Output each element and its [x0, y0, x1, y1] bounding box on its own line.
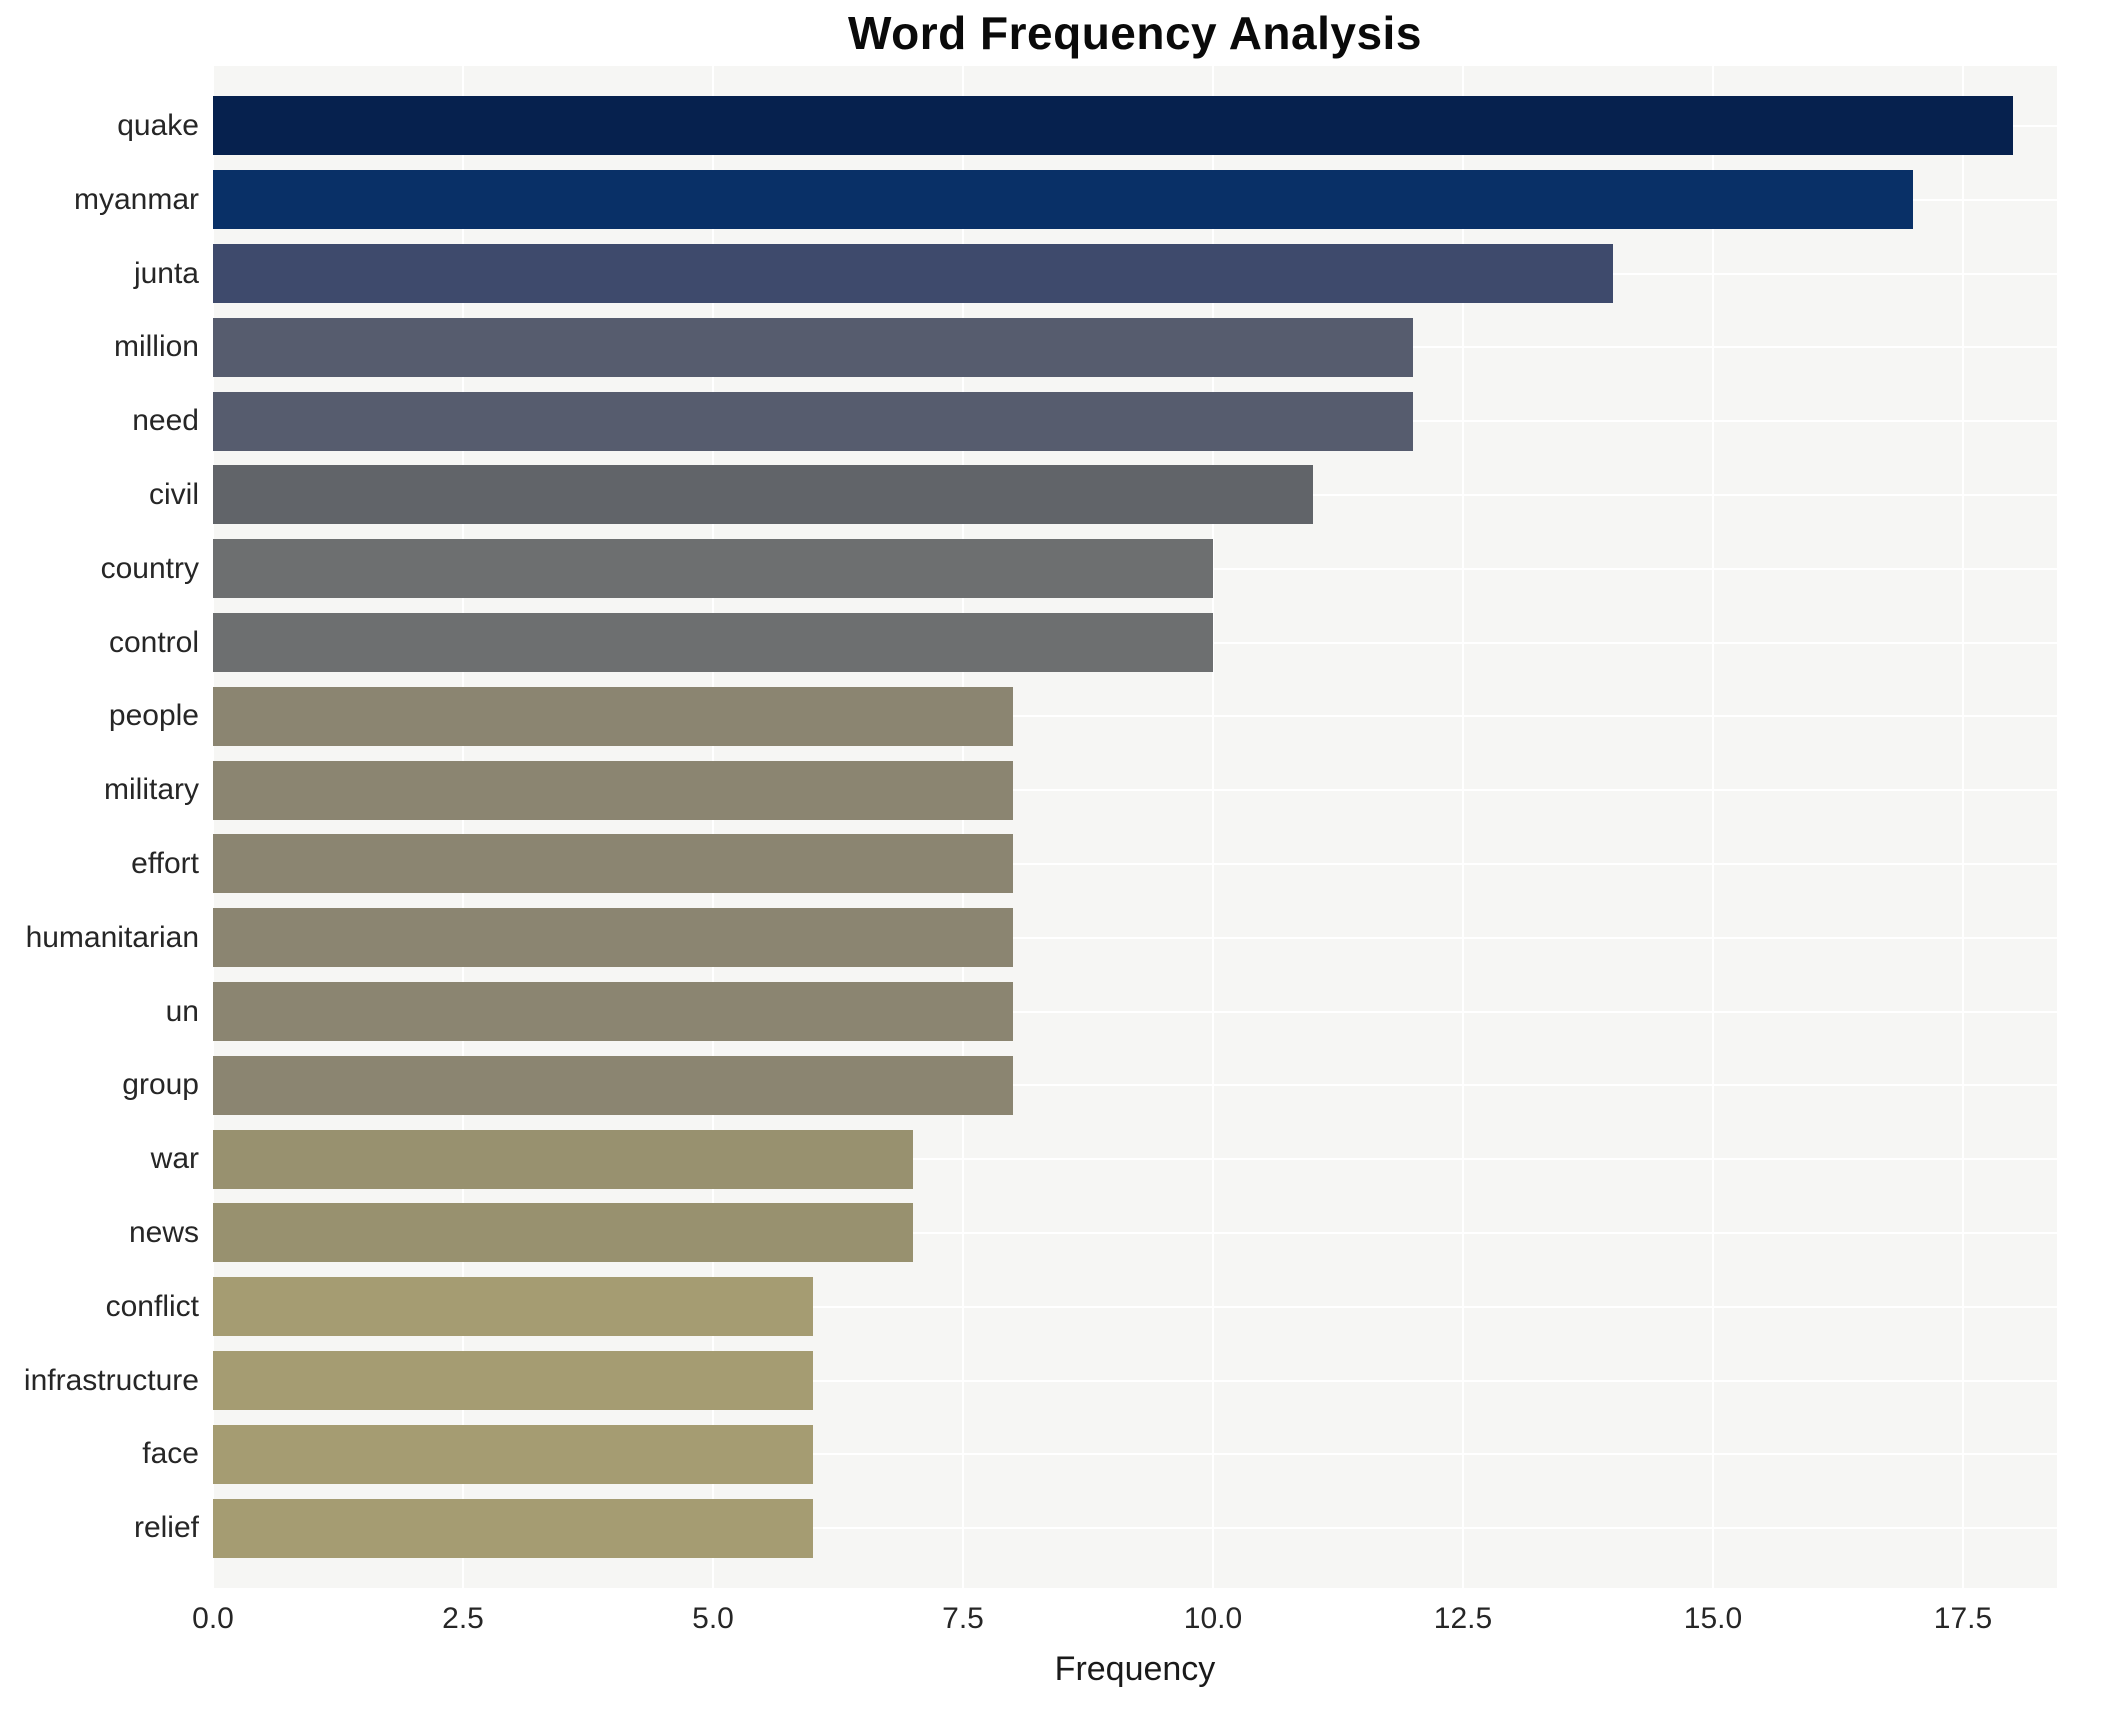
y-tick-label-relief: relief: [133, 1511, 199, 1545]
bar-need: [213, 391, 1413, 451]
x-gridline: [462, 66, 464, 1588]
bar-conflict: [213, 1277, 813, 1337]
x-gridline: [712, 66, 714, 1588]
x-gridline: [962, 66, 964, 1588]
bar-news: [213, 1203, 913, 1263]
x-gridline: [1712, 66, 1714, 1588]
y-gridline: [213, 1158, 2057, 1161]
x-tick-label-2.5: 2.5: [442, 1602, 484, 1635]
y-tick-label-myanmar: myanmar: [73, 182, 199, 216]
x-gridline: [1212, 66, 1214, 1588]
bar-million: [213, 317, 1413, 377]
y-gridline: [213, 1231, 2057, 1234]
y-tick-label-conflict: conflict: [105, 1289, 199, 1323]
bar-junta: [213, 244, 1613, 303]
y-gridline: [213, 862, 2057, 865]
y-gridline: [213, 1527, 2057, 1530]
y-gridline: [213, 1010, 2057, 1013]
bar-group: [213, 1055, 1013, 1115]
y-tick-label-million: million: [113, 330, 199, 364]
bar-people: [213, 686, 1013, 746]
y-gridline: [213, 1084, 2057, 1087]
bar-quake: [213, 96, 2013, 156]
y-tick-label-people: people: [108, 699, 199, 733]
bar-myanmar: [213, 170, 1913, 230]
chart-title: Word Frequency Analysis: [848, 7, 1422, 59]
bar-effort: [213, 834, 1013, 894]
y-tick-label-un: un: [165, 994, 199, 1028]
x-tick-label-15.0: 15.0: [1683, 1602, 1743, 1635]
x-gridline: [1462, 66, 1464, 1588]
x-axis-label: Frequency: [1054, 1650, 1216, 1688]
x-tick-label-5.0: 5.0: [692, 1602, 734, 1635]
x-gridline: [1962, 66, 1964, 1588]
x-tick-label-10.0: 10.0: [1183, 1602, 1243, 1635]
bar-control: [213, 613, 1213, 672]
y-gridline: [213, 1305, 2057, 1308]
bar-military: [213, 760, 1013, 820]
bar-relief: [213, 1498, 813, 1558]
y-tick-label-control: control: [108, 625, 199, 659]
y-tick-label-humanitarian: humanitarian: [25, 920, 199, 954]
x-tick-label-7.5: 7.5: [942, 1602, 984, 1635]
y-tick-label-face: face: [142, 1437, 199, 1471]
y-tick-label-junta: junta: [133, 256, 199, 290]
y-gridline: [213, 1453, 2057, 1456]
y-gridline: [213, 715, 2057, 718]
y-gridline: [213, 936, 2057, 939]
bar-country: [213, 539, 1213, 599]
x-tick-label-0.0: 0.0: [192, 1602, 234, 1635]
bar-civil: [213, 465, 1313, 525]
y-tick-label-need: need: [132, 404, 199, 438]
y-gridline: [213, 1379, 2057, 1382]
y-tick-label-war: war: [150, 1142, 199, 1176]
bar-un: [213, 982, 1013, 1041]
bar-face: [213, 1424, 813, 1484]
bar-humanitarian: [213, 908, 1013, 968]
bar-infrastructure: [213, 1351, 813, 1410]
y-tick-label-news: news: [128, 1215, 199, 1249]
plot-area: [213, 66, 2057, 1588]
bar-war: [213, 1129, 913, 1189]
x-gridline: [213, 66, 214, 1588]
y-tick-label-quake: quake: [117, 108, 199, 142]
y-tick-label-group: group: [122, 1068, 199, 1102]
y-tick-label-effort: effort: [131, 846, 199, 880]
y-tick-label-infrastructure: infrastructure: [23, 1363, 199, 1397]
y-tick-label-country: country: [100, 551, 199, 585]
y-tick-label-civil: civil: [149, 477, 199, 511]
x-tick-label-17.5: 17.5: [1933, 1602, 1993, 1635]
y-gridline: [213, 789, 2057, 792]
x-tick-label-12.5: 12.5: [1433, 1602, 1493, 1635]
y-tick-label-military: military: [104, 773, 199, 807]
